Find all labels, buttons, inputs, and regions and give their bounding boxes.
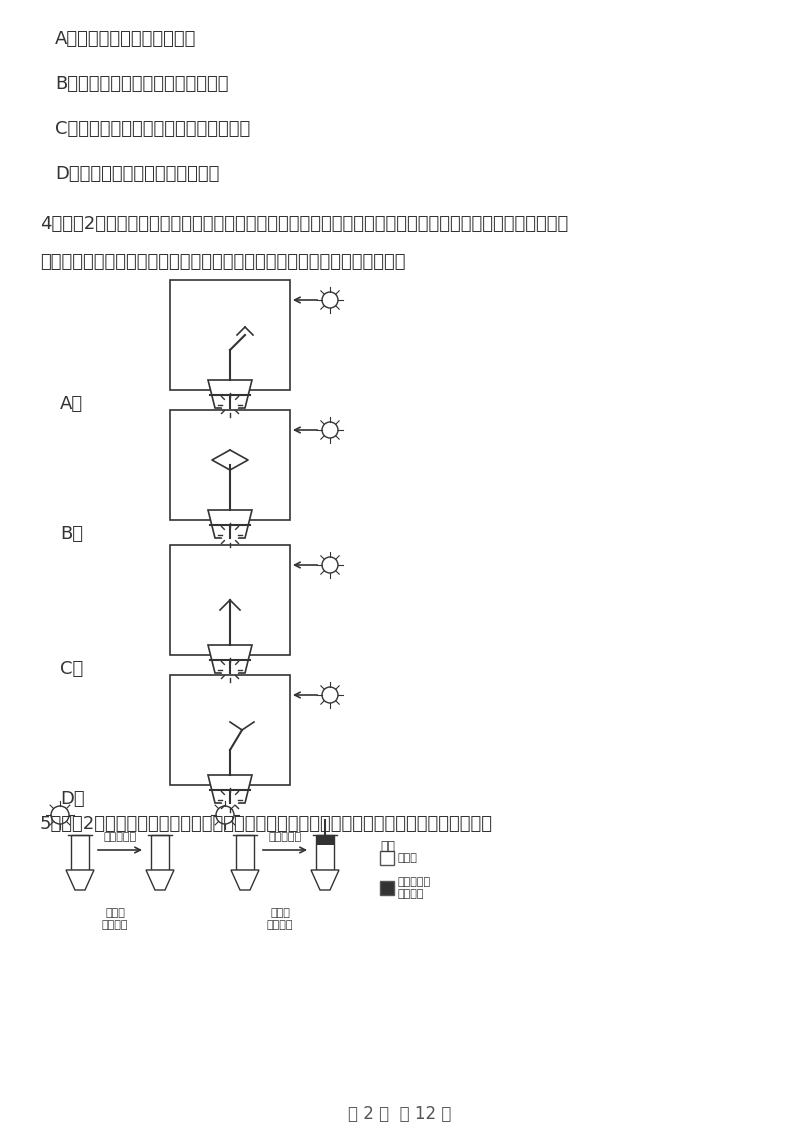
Circle shape (222, 397, 238, 413)
Text: 一段时间后: 一段时间后 (269, 832, 302, 842)
Bar (236, 835, 254, 871)
Polygon shape (146, 871, 174, 890)
Text: 图例: 图例 (380, 840, 395, 854)
Polygon shape (311, 871, 339, 890)
Polygon shape (66, 871, 94, 890)
Text: 琼脂块: 琼脂块 (398, 854, 418, 863)
Bar (316, 835, 334, 844)
Text: 4．　（2分）在暗箱的右侧开一小窗，暗箱外的右侧有一固定光源，在暗箱内放一盆幼苗，幼苗盆能随着下面: 4． （2分）在暗箱的右侧开一小窗，暗箱外的右侧有一固定光源，在暗箱内放一盆幼苗… (40, 215, 568, 233)
Bar (170, 410, 290, 520)
Bar (170, 675, 290, 784)
Text: 含有生长素
的琼脂块: 含有生长素 的琼脂块 (398, 877, 431, 899)
Bar (170, 280, 290, 391)
Text: D．生长素能促进胚芽鞘向光生长: D．生长素能促进胚芽鞘向光生长 (55, 165, 219, 183)
Circle shape (222, 662, 238, 678)
Polygon shape (231, 871, 259, 890)
Text: A．胚芽鞘的生长具有向光性: A．胚芽鞘的生长具有向光性 (55, 31, 196, 48)
Text: 一段时间后: 一段时间后 (103, 832, 137, 842)
Text: 削去尖
端的胚芽: 削去尖 端的胚芽 (102, 908, 128, 929)
Text: C．单侧光使胚芽鞘内生长素分布不均匀: C．单侧光使胚芽鞘内生长素分布不均匀 (55, 120, 250, 138)
Text: B．: B． (60, 525, 83, 543)
Bar (380, 881, 394, 895)
Text: 的旋转器水平匀速旋转，但暗箱不转，一周后，幼苗的生长状态应为（　　）: 的旋转器水平匀速旋转，但暗箱不转，一周后，幼苗的生长状态应为（ ） (40, 252, 406, 271)
Bar (316, 835, 334, 871)
Text: 削去尖
端的胚芽: 削去尖 端的胚芽 (266, 908, 294, 929)
Circle shape (222, 792, 238, 808)
Text: 5．　（2分）小金进行了如图所示的生长素相关实验，由图示可以直接得出的结论是（　　）: 5． （2分）小金进行了如图所示的生长素相关实验，由图示可以直接得出的结论是（ … (40, 815, 493, 833)
Text: D．: D． (60, 790, 85, 808)
Bar (151, 835, 169, 871)
Bar (170, 544, 290, 655)
Text: A．: A． (60, 395, 83, 413)
Polygon shape (208, 645, 252, 674)
Polygon shape (208, 511, 252, 538)
Polygon shape (208, 775, 252, 803)
Text: 第 2 页  共 12 页: 第 2 页 共 12 页 (348, 1105, 452, 1123)
Text: B．胚芽鞘尖端是感受光刺激的部位: B．胚芽鞘尖端是感受光刺激的部位 (55, 75, 229, 93)
Bar (71, 835, 89, 871)
Bar (380, 851, 394, 865)
Circle shape (222, 528, 238, 543)
Text: C．: C． (60, 660, 83, 678)
Polygon shape (208, 380, 252, 408)
